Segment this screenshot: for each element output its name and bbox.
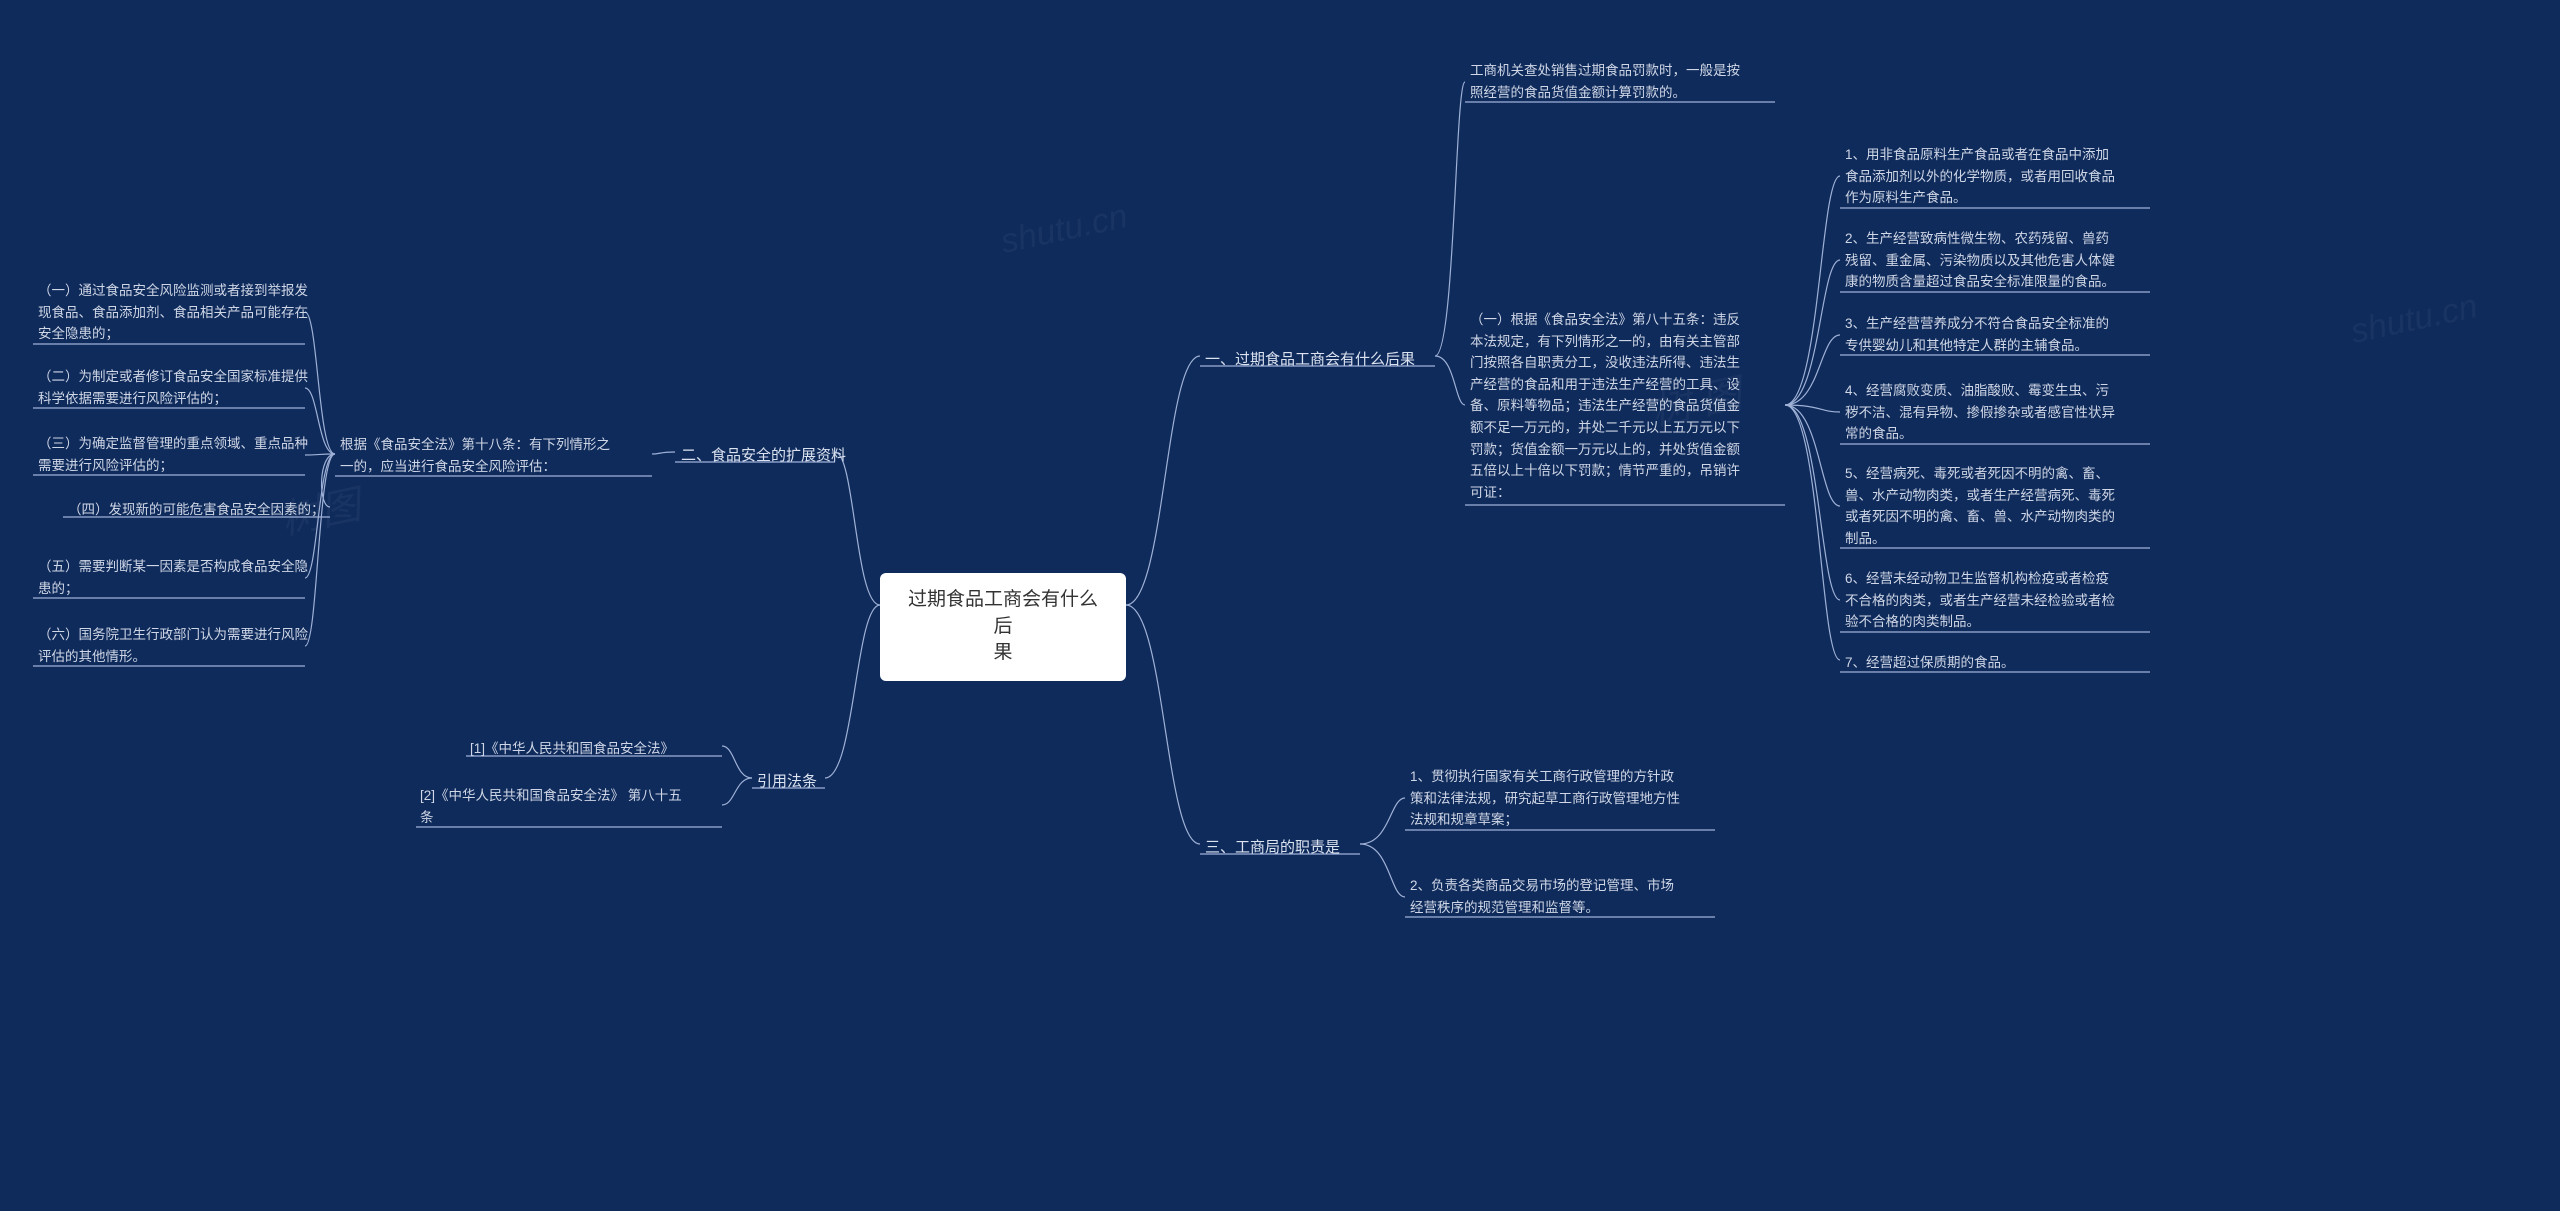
branch-1-2-sub-4[interactable]: 4、经营腐败变质、油脂酸败、霉变生虫、污秽不洁、混有异物、掺假掺杂或者感官性状异… — [1845, 380, 2145, 445]
branch-1-item-1[interactable]: 工商机关查处销售过期食品罚款时，一般是按照经营的食品货值金额计算罚款的。 — [1470, 60, 1770, 103]
ref-item-2[interactable]: [2]《中华人民共和国食品安全法》 第八十五条 — [420, 785, 720, 828]
mindmap-canvas: shutu.cn 树图 树 图 shutu.cn — [0, 0, 2560, 1211]
ref-item-1[interactable]: [1]《中华人民共和国食品安全法》 — [470, 738, 720, 760]
branch-refs[interactable]: 引用法条 — [757, 770, 817, 793]
branch-2[interactable]: 二、食品安全的扩展资料 — [681, 444, 846, 467]
branch-3-item-1[interactable]: 1、贯彻执行国家有关工商行政管理的方针政策和法律法规，研究起草工商行政管理地方性… — [1410, 766, 1710, 831]
watermark: shutu.cn — [2347, 287, 2481, 352]
branch-1[interactable]: 一、过期食品工商会有什么后果 — [1205, 348, 1415, 371]
watermark: shutu.cn — [997, 197, 1131, 262]
connector-lines — [0, 0, 2560, 1211]
branch-2-item-2[interactable]: （二）为制定或者修订食品安全国家标准提供科学依据需要进行风险评估的； — [38, 366, 338, 409]
branch-1-2-sub-6[interactable]: 6、经营未经动物卫生监督机构检疫或者检疫不合格的肉类，或者生产经营未经检验或者检… — [1845, 568, 2145, 633]
branch-1-2-sub-1[interactable]: 1、用非食品原料生产食品或者在食品中添加食品添加剂以外的化学物质，或者用回收食品… — [1845, 144, 2145, 209]
branch-2-item-3[interactable]: （三）为确定监督管理的重点领域、重点品种需要进行风险评估的； — [38, 433, 338, 476]
branch-1-2-sub-5[interactable]: 5、经营病死、毒死或者死因不明的禽、畜、兽、水产动物肉类，或者生产经营病死、毒死… — [1845, 463, 2145, 549]
branch-1-2-sub-7[interactable]: 7、经营超过保质期的食品。 — [1845, 652, 2145, 674]
branch-3[interactable]: 三、工商局的职责是 — [1205, 836, 1340, 859]
branch-1-2-sub-2[interactable]: 2、生产经营致病性微生物、农药残留、兽药残留、重金属、污染物质以及其他危害人体健… — [1845, 228, 2145, 293]
branch-1-2-sub-3[interactable]: 3、生产经营营养成分不符合食品安全标准的专供婴幼儿和其他特定人群的主辅食品。 — [1845, 313, 2145, 356]
branch-2-item-4[interactable]: （四）发现新的可能危害食品安全因素的； — [68, 499, 358, 521]
root-node[interactable]: 过期食品工商会有什么后果 — [880, 573, 1126, 681]
branch-2-item-6[interactable]: （六）国务院卫生行政部门认为需要进行风险评估的其他情形。 — [38, 624, 338, 667]
branch-2-item-5[interactable]: （五）需要判断某一因素是否构成食品安全隐患的； — [38, 556, 338, 599]
branch-2-item-1[interactable]: （一）通过食品安全风险监测或者接到举报发现食品、食品添加剂、食品相关产品可能存在… — [38, 280, 338, 345]
branch-1-item-2[interactable]: （一）根据《食品安全法》第八十五条：违反本法规定，有下列情形之一的，由有关主管部… — [1470, 309, 1780, 503]
branch-2-parent[interactable]: 根据《食品安全法》第十八条：有下列情形之一的，应当进行食品安全风险评估： — [340, 434, 650, 477]
branch-3-item-2[interactable]: 2、负责各类商品交易市场的登记管理、市场经营秩序的规范管理和监督等。 — [1410, 875, 1710, 918]
